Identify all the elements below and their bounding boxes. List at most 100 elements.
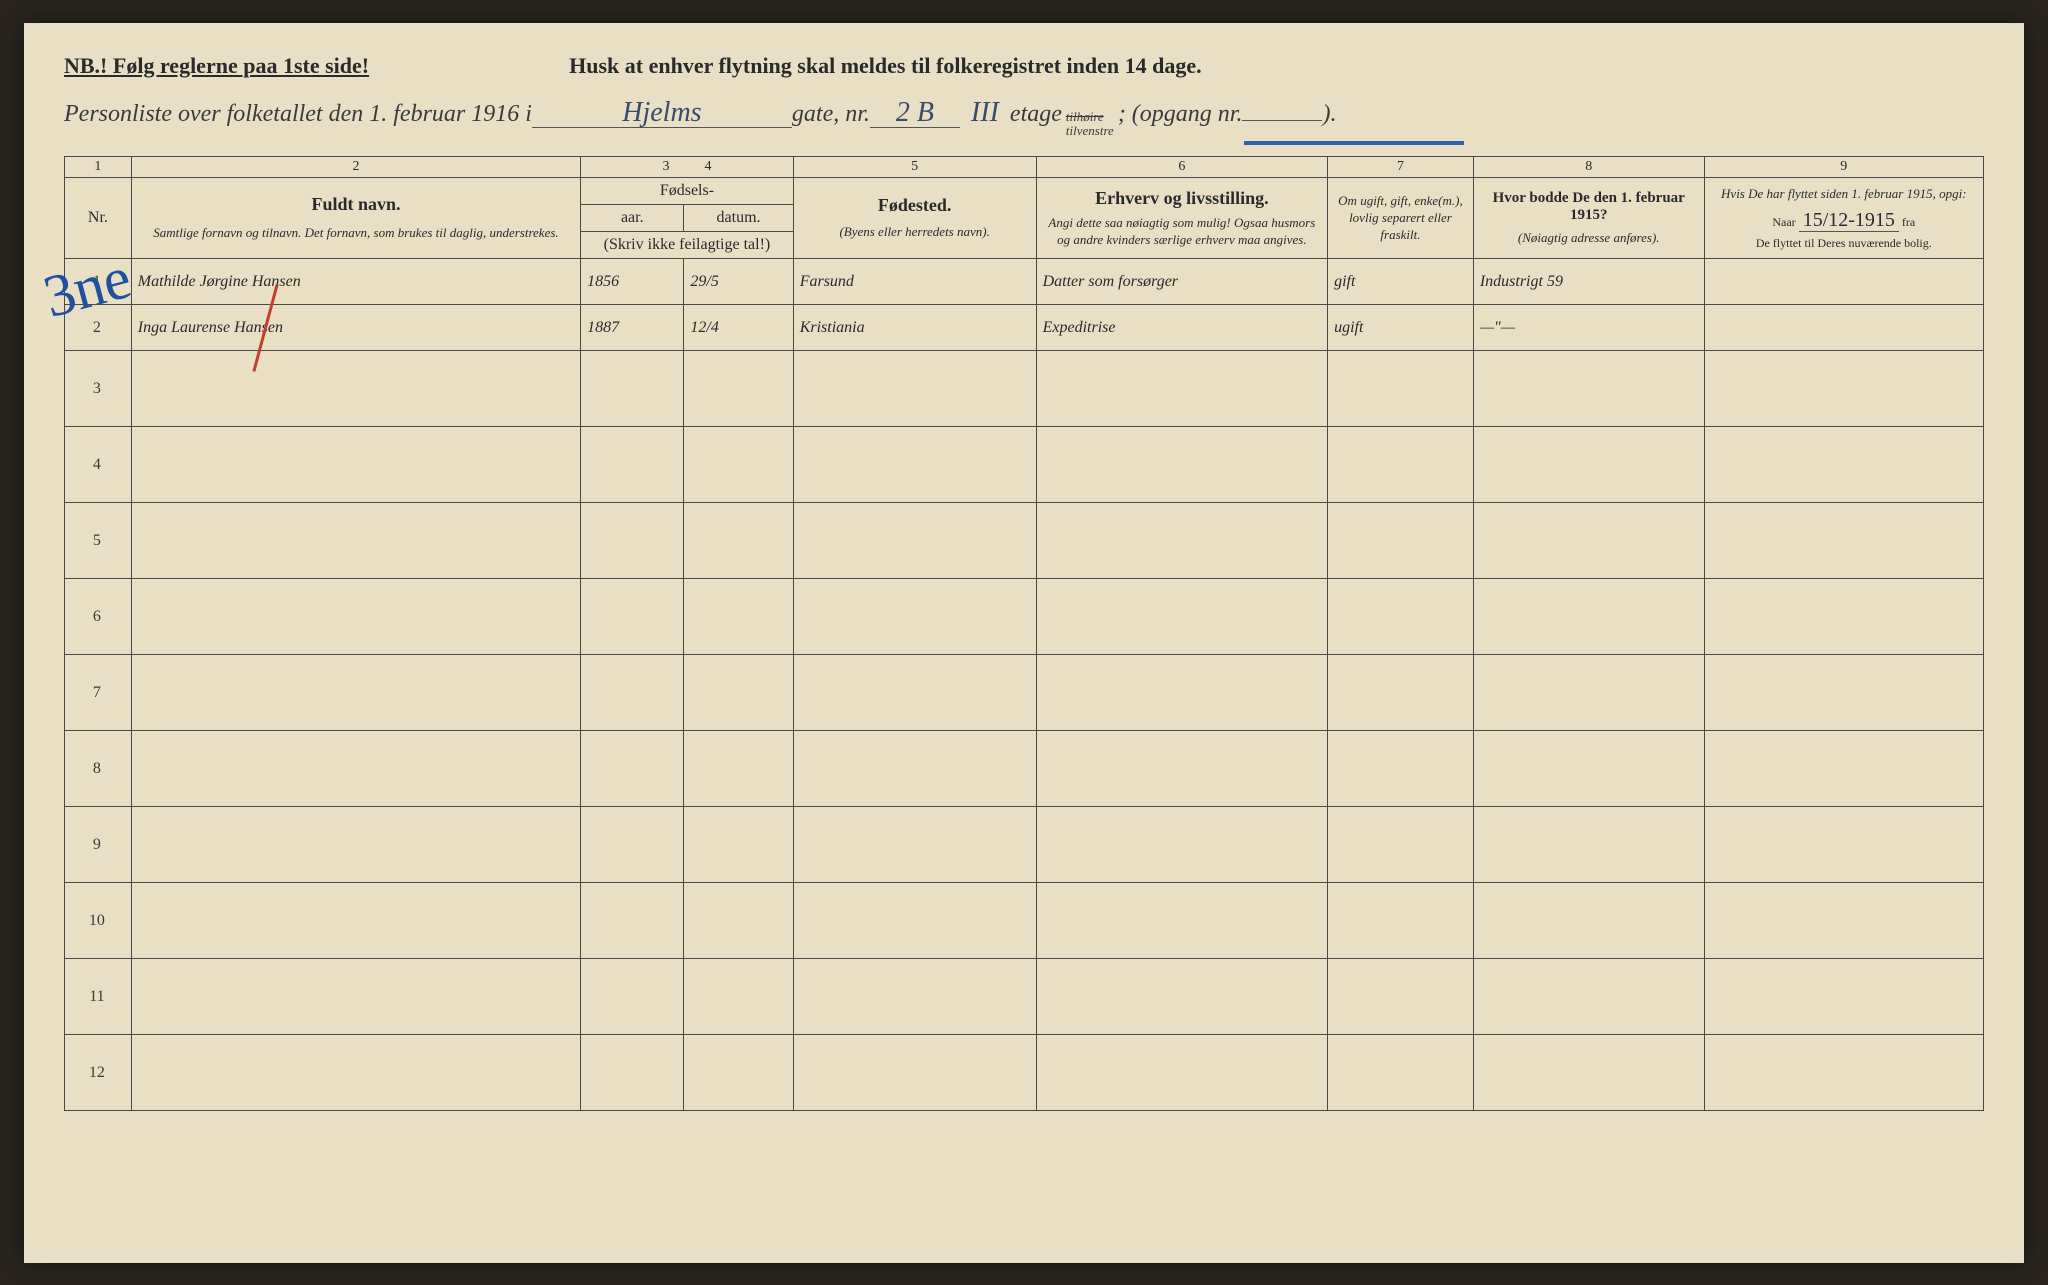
row-name [131, 883, 580, 959]
row-name [131, 959, 580, 1035]
row-name [131, 503, 580, 579]
table-row: 6 [65, 579, 1984, 655]
row-status: ugift [1328, 305, 1474, 351]
street-field: Hjelms [532, 99, 792, 128]
row-occ [1036, 655, 1327, 731]
personliste-prefix: Personliste over folketallet den 1. febr… [64, 101, 532, 128]
hdr-status-main: Om ugift, gift, enke(m.), lovlig separer… [1334, 193, 1467, 244]
row-year: 1856 [581, 259, 684, 305]
row-place [793, 351, 1036, 427]
hdr-moved-sub: De flyttet til Deres nuværende bolig. [1711, 236, 1977, 251]
row-prev [1473, 579, 1704, 655]
row-occ [1036, 807, 1327, 883]
row-year [581, 427, 684, 503]
row-nr: 10 [65, 883, 132, 959]
table-row: 4 [65, 427, 1984, 503]
row-prev [1473, 807, 1704, 883]
row-place: Kristiania [793, 305, 1036, 351]
row-moved [1704, 305, 1983, 351]
row-place [793, 503, 1036, 579]
etage-val: III [960, 99, 1010, 127]
hdr-year-sub: (Skriv ikke feilagtige tal!) [581, 232, 794, 259]
table-row: 10 [65, 883, 1984, 959]
row-year [581, 579, 684, 655]
table-row: 5 [65, 503, 1984, 579]
hdr-prev-sub: (Nøiagtig adresse anføres). [1480, 230, 1698, 247]
table-row: 8 [65, 731, 1984, 807]
colnum-row: 1 2 3 4 5 6 7 8 9 [65, 157, 1984, 178]
row-status [1328, 959, 1474, 1035]
row-moved [1704, 503, 1983, 579]
hdr-name-sub: Samtlige fornavn og tilnavn. Det fornavn… [138, 225, 574, 242]
row-prev [1473, 959, 1704, 1035]
row-prev [1473, 731, 1704, 807]
row-occ [1036, 351, 1327, 427]
row-nr: 11 [65, 959, 132, 1035]
row-status [1328, 1035, 1474, 1111]
census-table: 1 2 3 4 5 6 7 8 9 Nr. Fuldt navn. Samtli… [64, 156, 1984, 1111]
personliste-line: Personliste over folketallet den 1. febr… [64, 99, 1984, 139]
table-row: 1Mathilde Jørgine Hansen185629/5FarsundD… [65, 259, 1984, 305]
row-date: 29/5 [684, 259, 793, 305]
hdr-fodsels: Fødsels- [581, 178, 794, 205]
row-name [131, 579, 580, 655]
row-date [684, 351, 793, 427]
row-date [684, 731, 793, 807]
row-prev [1473, 883, 1704, 959]
table-row: 2Inga Laurense Hansen188712/4KristianiaE… [65, 305, 1984, 351]
row-nr: 9 [65, 807, 132, 883]
table-row: 7 [65, 655, 1984, 731]
opgang-field [1242, 120, 1322, 121]
row-date: 12/4 [684, 305, 793, 351]
table-row: 11 [65, 959, 1984, 1035]
row-occ: Expeditrise [1036, 305, 1327, 351]
row-prev: —"— [1473, 305, 1704, 351]
hdr-name-main: Fuldt navn. [138, 194, 574, 215]
row-date [684, 427, 793, 503]
row-moved [1704, 731, 1983, 807]
row-occ [1036, 731, 1327, 807]
colnum-2: 2 [131, 157, 580, 178]
table-body: 1Mathilde Jørgine Hansen185629/5FarsundD… [65, 259, 1984, 1111]
row-year [581, 731, 684, 807]
colnum-8: 8 [1473, 157, 1704, 178]
row-status [1328, 579, 1474, 655]
row-status [1328, 655, 1474, 731]
row-name [131, 427, 580, 503]
hdr-moved: Hvis De har flyttet siden 1. februar 191… [1704, 178, 1983, 259]
colnum-34: 3 4 [581, 157, 794, 178]
row-name: Mathilde Jørgine Hansen [131, 259, 580, 305]
gate-label: gate, nr. [792, 101, 870, 128]
hdr-moved-main: Hvis De har flyttet siden 1. februar 191… [1711, 186, 1977, 203]
side-top: tilhøire [1066, 110, 1114, 124]
row-place [793, 883, 1036, 959]
census-page: 3ne NB.! Følg reglerne paa 1ste side! Hu… [24, 23, 2024, 1263]
hdr-year: aar. [581, 205, 684, 232]
header-top: NB.! Følg reglerne paa 1ste side! Husk a… [64, 53, 1984, 79]
row-year [581, 503, 684, 579]
row-date [684, 579, 793, 655]
hdr-date: datum. [684, 205, 793, 232]
row-status [1328, 351, 1474, 427]
row-place [793, 1035, 1036, 1111]
row-prev [1473, 1035, 1704, 1111]
row-year [581, 883, 684, 959]
colnum-6: 6 [1036, 157, 1327, 178]
row-date [684, 503, 793, 579]
row-prev [1473, 427, 1704, 503]
row-year [581, 351, 684, 427]
hdr-moved-fra: fra [1902, 215, 1915, 229]
hdr-moved-naar: Naar [1772, 215, 1795, 229]
house-nr-field: 2 B [870, 99, 960, 128]
row-year [581, 807, 684, 883]
hdr-moved-date: 15/12-1915 [1799, 209, 1899, 232]
husk-text: Husk at enhver flytning skal meldes til … [569, 53, 1202, 79]
row-year [581, 1035, 684, 1111]
hdr-place: Fødested. (Byens eller herredets navn). [793, 178, 1036, 259]
row-nr: 7 [65, 655, 132, 731]
row-status [1328, 883, 1474, 959]
row-moved [1704, 883, 1983, 959]
colnum-5: 5 [793, 157, 1036, 178]
row-moved [1704, 427, 1983, 503]
table-row: 9 [65, 807, 1984, 883]
